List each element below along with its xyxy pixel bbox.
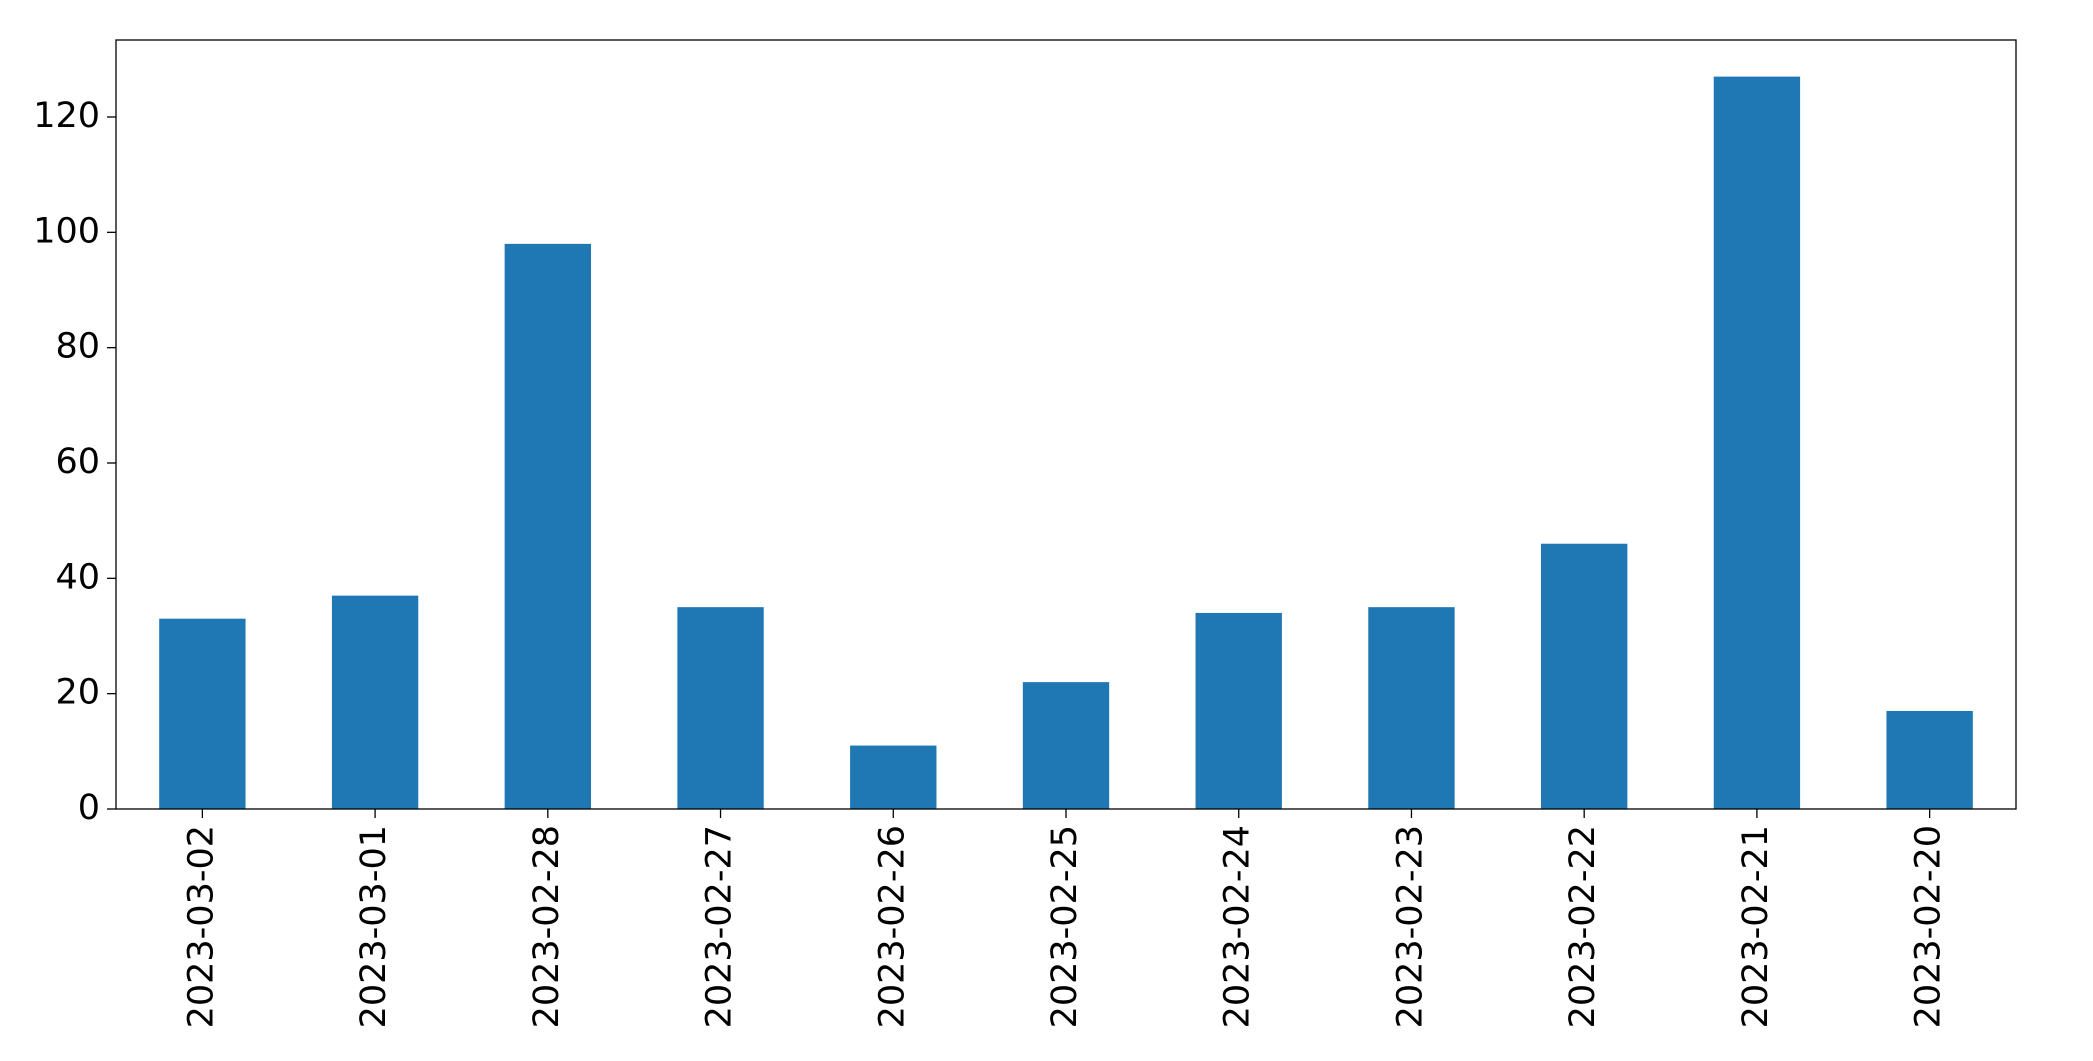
y-tick-label: 80 bbox=[55, 327, 100, 367]
bar bbox=[159, 618, 246, 809]
y-tick-label: 20 bbox=[55, 673, 100, 713]
bar bbox=[1713, 76, 1801, 810]
bar bbox=[1022, 682, 1110, 809]
plot-frame bbox=[115, 39, 2017, 810]
x-tick-label: 2023-03-01 bbox=[354, 825, 394, 1028]
bar bbox=[504, 243, 591, 809]
x-tick-label: 2023-02-23 bbox=[1390, 825, 1430, 1028]
bar bbox=[677, 607, 764, 809]
x-tick-label: 2023-02-21 bbox=[1736, 825, 1776, 1028]
x-tick-label: 2023-02-28 bbox=[527, 825, 567, 1028]
x-tick-label: 2023-02-24 bbox=[1218, 825, 1258, 1028]
bar bbox=[850, 745, 937, 809]
y-tick-label: 0 bbox=[78, 788, 100, 828]
bar bbox=[1541, 543, 1628, 809]
bar bbox=[331, 595, 419, 809]
x-tick-label: 2023-02-20 bbox=[1909, 825, 1949, 1028]
x-tick-label: 2023-03-02 bbox=[181, 825, 221, 1028]
x-tick-label: 2023-02-27 bbox=[700, 825, 740, 1028]
x-tick-label: 2023-02-22 bbox=[1563, 825, 1603, 1028]
y-tick-label: 60 bbox=[55, 442, 100, 482]
bar bbox=[1886, 710, 1973, 809]
y-tick-label: 100 bbox=[33, 211, 100, 251]
bar bbox=[1368, 607, 1455, 809]
y-tick-label: 40 bbox=[55, 557, 100, 597]
bar bbox=[1195, 612, 1282, 809]
x-tick-label: 2023-02-26 bbox=[872, 825, 912, 1028]
x-tick-label: 2023-02-25 bbox=[1045, 825, 1085, 1028]
y-tick-label: 120 bbox=[33, 96, 100, 136]
